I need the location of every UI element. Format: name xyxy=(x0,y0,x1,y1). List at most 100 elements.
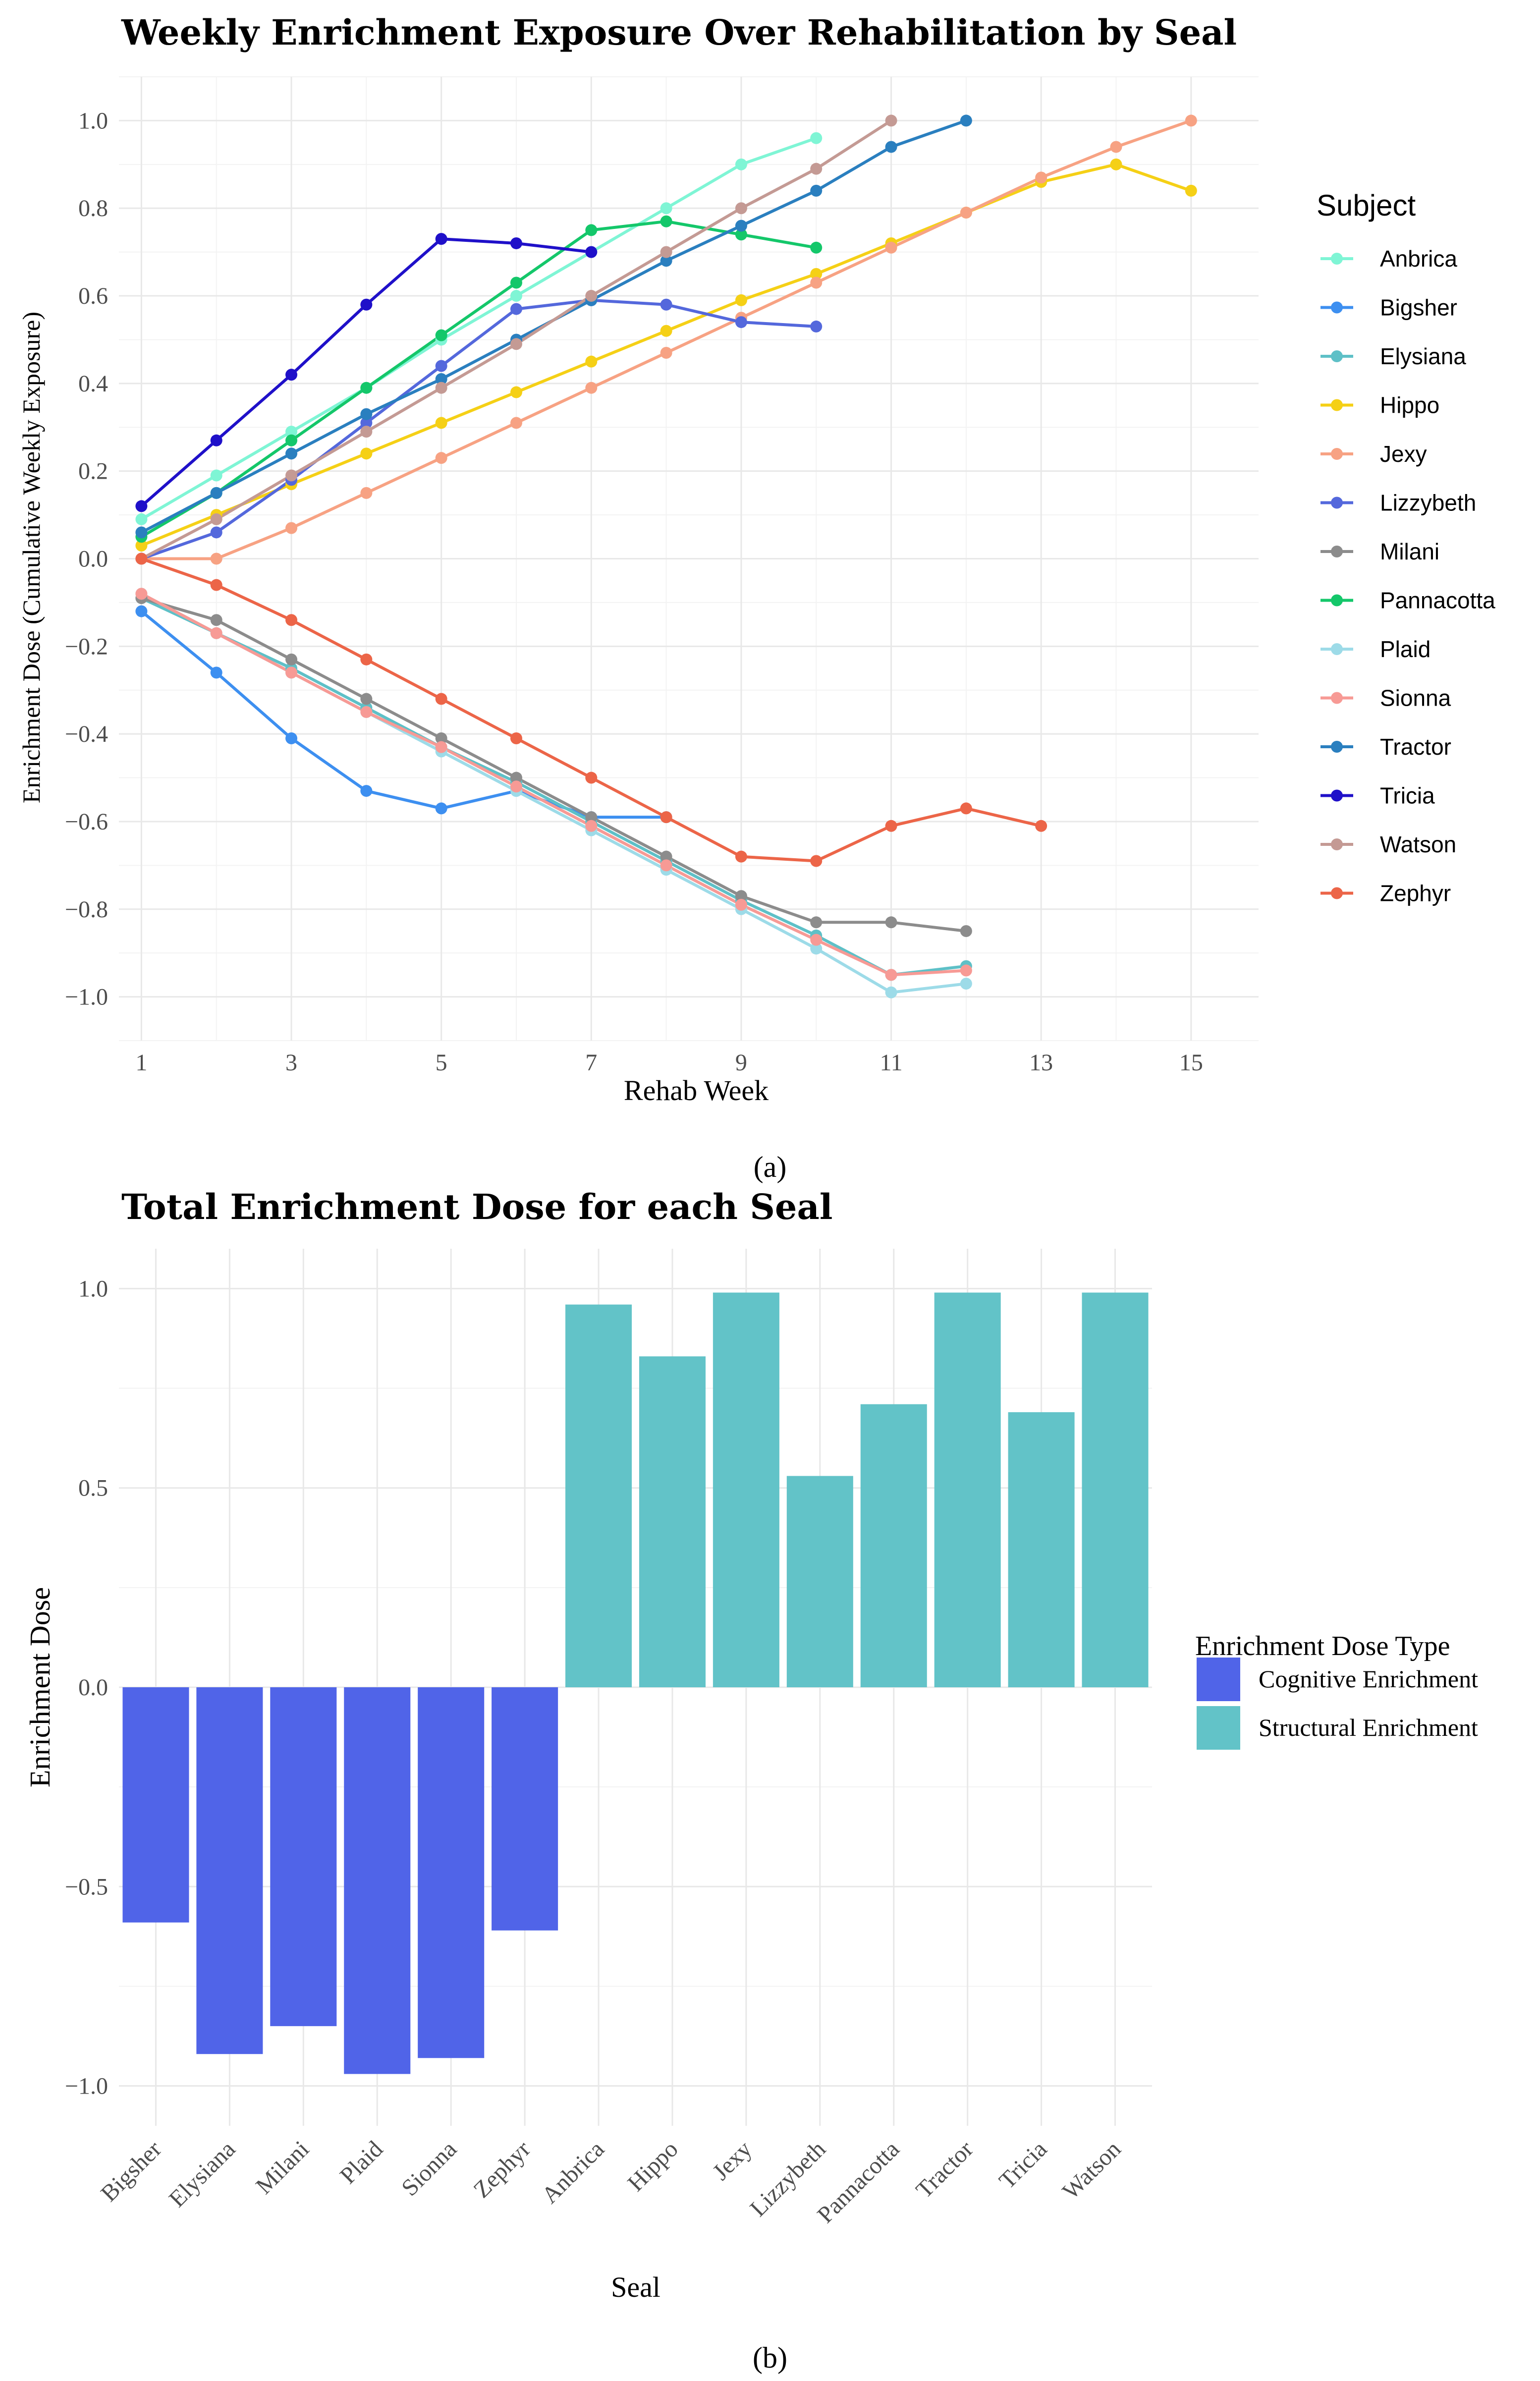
legend-label-anbrica: Anbrica xyxy=(1380,246,1457,272)
data-point-watson xyxy=(585,290,598,302)
legend-label-cognitive-enrichment: Cognitive Enrichment xyxy=(1259,1665,1478,1693)
data-point-lizzybeth xyxy=(360,417,373,429)
legend-label-bigsher: Bigsher xyxy=(1380,295,1457,321)
x-tick-label-watson: Watson xyxy=(1057,2136,1126,2204)
y-tick-label: −0.6 xyxy=(65,809,108,835)
data-point-sionna xyxy=(360,706,373,718)
chart-a-x-axis-label: Rehab Week xyxy=(624,1074,769,1107)
data-point-zephyr xyxy=(885,820,897,832)
caption-b: (b) xyxy=(753,2341,787,2374)
data-point-sionna xyxy=(735,898,747,911)
data-point-tractor xyxy=(135,526,148,539)
data-point-zephyr xyxy=(210,579,222,591)
legend-key-swatch xyxy=(1197,1658,1240,1701)
data-point-milani xyxy=(285,653,298,665)
data-point-hippo xyxy=(360,447,373,460)
series-line-plaid xyxy=(141,592,967,994)
data-point-milani xyxy=(510,772,522,784)
data-point-hippo xyxy=(1110,158,1122,170)
data-point-anbrica xyxy=(810,132,823,144)
data-point-jexy xyxy=(810,277,823,289)
legend-label-lizzybeth: Lizzybeth xyxy=(1380,490,1476,516)
legend-label-milani: Milani xyxy=(1380,539,1439,564)
data-point-sionna xyxy=(585,820,598,832)
data-point-lizzybeth xyxy=(810,320,823,332)
data-point-zephyr xyxy=(510,732,522,744)
data-point-jexy xyxy=(1185,114,1197,127)
data-point-milani xyxy=(885,916,897,929)
y-tick-label: −0.8 xyxy=(65,896,108,923)
legend-key-point xyxy=(1331,448,1343,460)
data-point-tricia xyxy=(585,246,598,258)
data-point-milani xyxy=(960,925,972,937)
data-point-tractor xyxy=(360,408,373,420)
legend-key-point xyxy=(1331,301,1343,314)
y-tick-label: 1.0 xyxy=(78,1275,108,1302)
data-point-lizzybeth xyxy=(435,360,447,372)
chart-a-x-ticks: 1 3 5 7 9 11 13 15 xyxy=(135,1050,1203,1076)
chart-b-bars xyxy=(122,1292,1149,2074)
data-point-lizzybeth xyxy=(510,303,522,315)
y-tick-label: 0.0 xyxy=(78,546,108,572)
data-point-jexy xyxy=(360,487,373,499)
data-point-sionna xyxy=(885,969,897,981)
bar-pannacotta xyxy=(860,1404,927,1687)
y-tick-label: 0.4 xyxy=(78,371,108,397)
y-tick-label: −1.0 xyxy=(65,984,108,1010)
series-line-pannacotta xyxy=(140,220,817,538)
data-point-lizzybeth xyxy=(210,526,222,539)
data-point-hippo xyxy=(810,268,823,280)
chart-a-title: Weekly Enrichment Exposure Over Rehabili… xyxy=(121,12,1237,53)
x-tick-label: 11 xyxy=(880,1050,902,1076)
y-tick-label: −0.5 xyxy=(65,1874,108,1900)
chart-a-legend-title: Subject xyxy=(1317,189,1416,222)
series-line-sionna xyxy=(141,592,967,977)
series-line-elysiana xyxy=(141,597,967,977)
bar-tractor xyxy=(934,1292,1001,1687)
legend-label-zephyr: Zephyr xyxy=(1380,881,1451,906)
legend-key-point xyxy=(1331,350,1343,362)
x-tick-label-plaid: Plaid xyxy=(335,2136,388,2189)
data-point-sionna xyxy=(510,780,522,793)
data-point-anbrica xyxy=(135,513,148,525)
data-point-tricia xyxy=(360,298,373,311)
data-point-tractor xyxy=(960,114,972,127)
y-tick-label: −0.4 xyxy=(65,721,108,747)
chart-b-legend-title: Enrichment Dose Type xyxy=(1195,1631,1450,1661)
data-point-bigsher xyxy=(435,802,447,815)
data-point-tricia xyxy=(435,233,447,245)
x-tick-label: 7 xyxy=(585,1050,597,1076)
data-point-zephyr xyxy=(735,850,747,863)
bar-plaid xyxy=(344,1687,411,2074)
legend-key-point xyxy=(1331,253,1343,265)
data-point-lizzybeth xyxy=(735,316,747,329)
bar-watson xyxy=(1082,1292,1149,1687)
data-point-zephyr xyxy=(285,614,298,626)
x-tick-label-anbrica: Anbrica xyxy=(537,2136,609,2209)
chart-a-gridlines xyxy=(119,76,1259,1041)
data-point-anbrica xyxy=(285,426,298,438)
caption-a: (a) xyxy=(754,1151,787,1183)
y-tick-label: −0.2 xyxy=(65,633,108,660)
data-point-hippo xyxy=(735,294,747,306)
legend-label-watson: Watson xyxy=(1380,831,1456,857)
chart-a-y-ticks: −1.0 −0.8 −0.6 −0.4 −0.2 0.0 0.2 0.4 0.6 0.8 1.0 xyxy=(65,108,108,1010)
chart-a-legend: Subject Anbrica Bigsher Elysiana Hippo Jexy L… xyxy=(1317,189,1495,906)
data-point-zephyr xyxy=(1035,820,1047,832)
data-point-sionna xyxy=(285,666,298,679)
chart-b-y-axis-label: Enrichment Dose xyxy=(24,1587,56,1787)
bar-zephyr xyxy=(492,1687,558,1931)
data-point-pannacotta xyxy=(810,241,823,254)
bar-tricia xyxy=(1008,1412,1075,1687)
x-tick-label-milani: Milani xyxy=(251,2136,314,2199)
data-point-jexy xyxy=(1035,171,1047,184)
data-point-hippo xyxy=(660,325,672,337)
data-point-zephyr xyxy=(435,693,447,705)
data-point-milani xyxy=(360,693,373,705)
bar-milani xyxy=(270,1687,337,2026)
data-point-milani xyxy=(810,916,823,929)
legend-label-structural-enrichment: Structural Enrichment xyxy=(1259,1714,1478,1741)
chart-b-title: Total Enrichment Dose for each Seal xyxy=(121,1186,832,1227)
y-tick-label: 0.2 xyxy=(78,458,108,485)
